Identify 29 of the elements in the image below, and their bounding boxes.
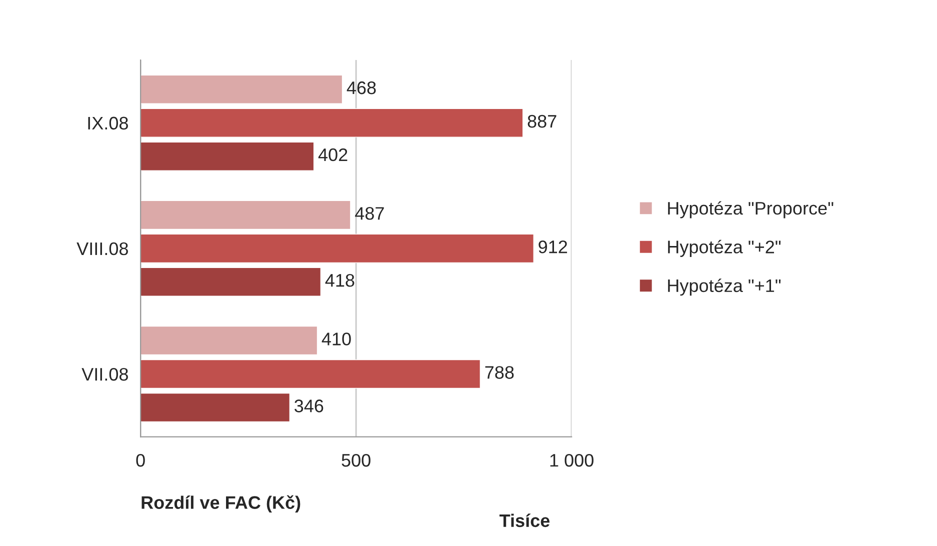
x-tick-label: 0	[136, 454, 145, 467]
bar	[140, 142, 314, 171]
legend-label: Hypotéza "+2"	[668, 240, 781, 257]
y-tick-label: VIII.08	[76, 242, 128, 256]
x-axis-title: Rozdíl ve FAC (Kč)	[142, 495, 300, 513]
data-label: 468	[346, 81, 376, 94]
legend-label: Hypotéza "+1"	[668, 278, 781, 296]
bar	[140, 108, 524, 138]
bar	[140, 326, 318, 356]
data-label: 912	[538, 240, 568, 254]
data-label: 346	[294, 400, 324, 412]
legend-label: Hypotéza "Proporce"	[668, 201, 834, 218]
bar	[140, 74, 343, 104]
bar	[140, 234, 534, 264]
x-tick-label: 1 000	[550, 454, 594, 467]
data-label: 418	[325, 274, 354, 287]
data-label: 402	[318, 148, 348, 162]
data-label: 788	[485, 366, 514, 379]
y-tick-label: IX.08	[88, 116, 128, 130]
bar	[140, 200, 351, 230]
x-tick-label: 500	[342, 454, 370, 467]
data-label: 887	[528, 114, 556, 128]
data-label: 410	[322, 332, 351, 346]
text: Tisíce	[499, 514, 550, 528]
y-tick-label: VII.08	[82, 368, 128, 381]
bar	[140, 392, 290, 422]
bar	[140, 267, 322, 296]
bar	[140, 359, 481, 389]
data-label: 487	[355, 207, 384, 220]
